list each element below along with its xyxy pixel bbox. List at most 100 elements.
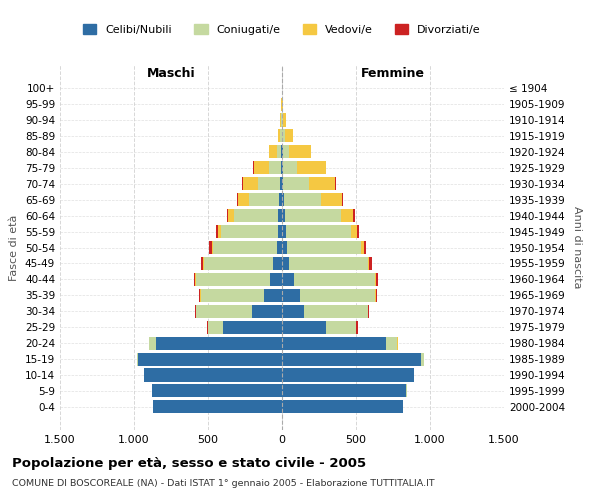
Bar	[294, 273, 375, 286]
Bar	[282, 289, 300, 302]
Bar	[282, 241, 287, 254]
Bar	[282, 320, 326, 334]
Text: Maschi: Maschi	[146, 67, 196, 80]
Bar	[282, 352, 421, 366]
Bar	[227, 209, 228, 222]
Bar	[280, 177, 282, 190]
Bar	[282, 162, 283, 174]
Bar	[278, 130, 280, 142]
Text: Femmine: Femmine	[361, 67, 425, 80]
Bar	[199, 289, 200, 302]
Bar	[254, 162, 269, 174]
Bar	[153, 400, 282, 413]
Bar	[194, 273, 196, 286]
Y-axis label: Fasce di età: Fasce di età	[10, 214, 19, 280]
Bar	[364, 241, 367, 254]
Bar	[370, 257, 371, 270]
Bar	[285, 209, 341, 222]
Bar	[137, 352, 139, 366]
Bar	[282, 257, 289, 270]
Bar	[351, 225, 357, 238]
Bar	[283, 146, 289, 158]
Bar	[218, 225, 221, 238]
Bar	[243, 177, 257, 190]
Bar	[414, 368, 415, 382]
Bar	[300, 289, 375, 302]
Bar	[289, 146, 311, 158]
Bar	[361, 241, 364, 254]
Bar	[152, 384, 282, 398]
Bar	[213, 241, 277, 254]
Bar	[208, 320, 223, 334]
Bar	[282, 177, 283, 190]
Bar	[282, 130, 284, 142]
Bar	[376, 289, 377, 302]
Bar	[356, 320, 358, 334]
Bar	[207, 320, 208, 334]
Bar	[209, 241, 212, 254]
Bar	[289, 257, 368, 270]
Bar	[216, 225, 218, 238]
Bar	[196, 273, 270, 286]
Bar	[282, 336, 386, 349]
Bar	[269, 162, 281, 174]
Bar	[282, 114, 283, 126]
Bar	[145, 368, 282, 382]
Bar	[341, 209, 353, 222]
Bar	[283, 114, 286, 126]
Bar	[278, 225, 282, 238]
Bar	[386, 336, 397, 349]
Bar	[321, 193, 342, 206]
Bar	[228, 209, 234, 222]
Bar	[308, 177, 335, 190]
Bar	[242, 177, 243, 190]
Bar	[203, 257, 273, 270]
Bar	[282, 384, 406, 398]
Bar	[376, 273, 378, 286]
Bar	[282, 304, 304, 318]
Bar	[280, 130, 282, 142]
Bar	[281, 162, 282, 174]
Bar	[284, 130, 293, 142]
Bar	[368, 257, 370, 270]
Bar	[269, 146, 277, 158]
Text: COMUNE DI BOSCOREALE (NA) - Dati ISTAT 1° gennaio 2005 - Elaborazione TUTTITALIA: COMUNE DI BOSCOREALE (NA) - Dati ISTAT 1…	[12, 478, 434, 488]
Bar	[139, 352, 282, 366]
Bar	[257, 177, 280, 190]
Bar	[270, 273, 282, 286]
Bar	[283, 177, 308, 190]
Y-axis label: Anni di nascita: Anni di nascita	[572, 206, 582, 289]
Bar	[200, 289, 264, 302]
Bar	[357, 225, 359, 238]
Bar	[234, 209, 278, 222]
Bar	[156, 336, 282, 349]
Bar	[282, 225, 286, 238]
Bar	[253, 304, 282, 318]
Bar	[194, 304, 196, 318]
Bar	[282, 368, 414, 382]
Bar	[273, 257, 282, 270]
Bar	[375, 273, 376, 286]
Bar	[237, 193, 238, 206]
Bar	[279, 193, 282, 206]
Bar	[238, 193, 250, 206]
Bar	[221, 225, 278, 238]
Text: Popolazione per età, sesso e stato civile - 2005: Popolazione per età, sesso e stato civil…	[12, 458, 366, 470]
Bar	[277, 146, 281, 158]
Bar	[223, 320, 282, 334]
Bar	[283, 162, 296, 174]
Bar	[296, 162, 326, 174]
Bar	[277, 241, 282, 254]
Bar	[282, 209, 285, 222]
Bar	[335, 177, 336, 190]
Bar	[200, 257, 203, 270]
Bar	[280, 114, 281, 126]
Bar	[304, 304, 368, 318]
Bar	[278, 209, 282, 222]
Bar	[281, 146, 282, 158]
Bar	[149, 336, 156, 349]
Bar	[282, 193, 284, 206]
Legend: Celibi/Nubili, Coniugati/e, Vedovi/e, Divorziati/e: Celibi/Nubili, Coniugati/e, Vedovi/e, Di…	[79, 20, 485, 39]
Bar	[250, 193, 279, 206]
Bar	[196, 304, 253, 318]
